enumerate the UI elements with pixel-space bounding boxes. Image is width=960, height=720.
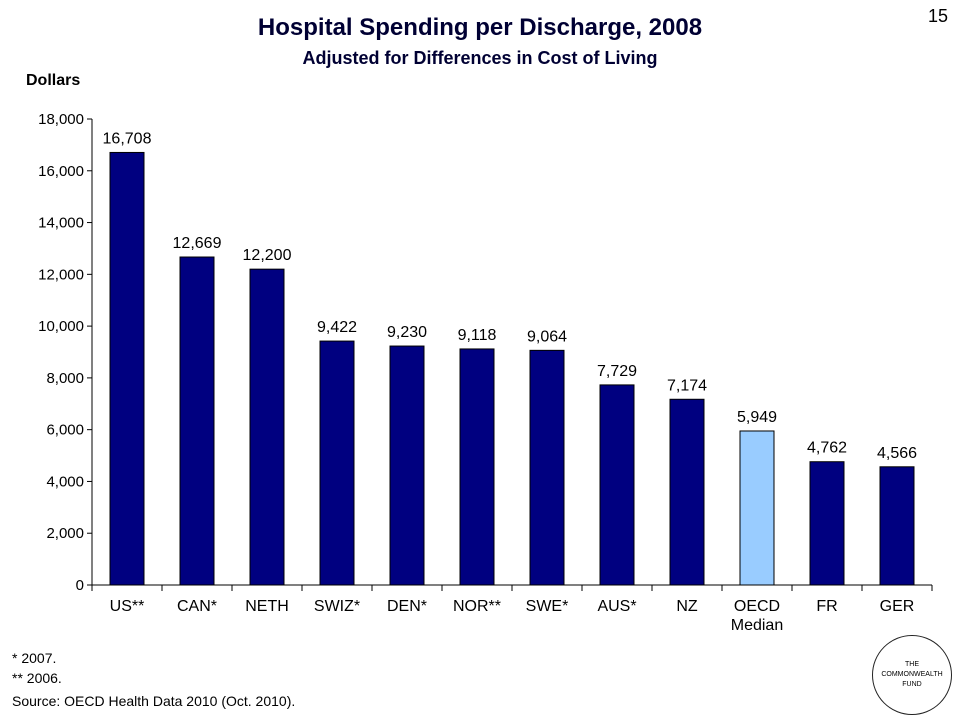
slide-number: 15 <box>927 6 948 26</box>
x-tick-label: US** <box>110 598 145 615</box>
data-label: 7,174 <box>667 377 707 394</box>
bar <box>739 430 775 586</box>
y-tick-label: 10,000 <box>38 318 84 335</box>
data-label: 5,949 <box>737 409 777 426</box>
footnote-2007: * 2007. <box>12 650 57 666</box>
y-tick-label: 8,000 <box>46 370 84 387</box>
bar <box>529 349 565 586</box>
y-tick-label: 16,000 <box>38 163 84 180</box>
x-tick-label: CAN* <box>177 598 217 615</box>
bar <box>249 268 285 586</box>
data-label: 12,200 <box>243 247 292 264</box>
data-label: 9,422 <box>317 319 357 336</box>
y-tick-label: 18,000 <box>38 111 84 128</box>
x-tick-label: NETH <box>245 598 289 615</box>
data-label: 16,708 <box>103 130 152 147</box>
footnote-2006: ** 2006. <box>12 670 62 686</box>
data-label: 7,729 <box>597 363 637 380</box>
bar <box>879 466 915 586</box>
data-label: 12,669 <box>173 235 222 252</box>
x-tick-label: DEN* <box>387 598 427 615</box>
x-tick-label: AUS* <box>597 598 636 615</box>
y-tick-label: 12,000 <box>38 266 84 283</box>
y-tick-label: 6,000 <box>46 422 84 439</box>
y-tick-label: 14,000 <box>38 215 84 232</box>
chart-title: Hospital Spending per Discharge, 2008 <box>257 14 703 41</box>
bar <box>109 151 145 586</box>
bar <box>179 256 215 586</box>
data-label: 9,230 <box>387 324 427 341</box>
x-tick-label: GER <box>880 598 915 615</box>
bar <box>669 398 705 586</box>
logo-line-3: FUND <box>902 681 922 688</box>
y-tick-label: 4,000 <box>46 473 84 490</box>
source-note: Source: OECD Health Data 2010 (Oct. 2010… <box>12 693 296 709</box>
x-tick-label: SWIZ* <box>314 598 360 615</box>
data-label: 9,064 <box>527 328 567 345</box>
bar <box>319 340 355 586</box>
data-label: 4,566 <box>877 445 917 462</box>
y-tick-label: 2,000 <box>46 525 84 542</box>
logo-line-2: COMMONWEALTH <box>881 671 943 678</box>
bar <box>809 461 845 586</box>
x-tick-label: OECD <box>734 598 780 615</box>
logo-line-1: THE <box>905 661 919 668</box>
x-tick-label: SWE* <box>526 598 569 615</box>
x-tick-label: NOR** <box>453 598 501 615</box>
x-tick-label: Median <box>731 617 783 634</box>
y-axis-label: Dollars <box>26 72 81 89</box>
bar <box>459 348 495 586</box>
x-tick-label: NZ <box>676 598 698 615</box>
chart-subtitle: Adjusted for Differences in Cost of Livi… <box>302 48 658 68</box>
commonwealth-fund-logo: THE COMMONWEALTH FUND <box>872 635 952 715</box>
data-label: 4,762 <box>807 440 847 457</box>
bar <box>389 345 425 586</box>
bar <box>599 384 635 586</box>
y-tick-label: 0 <box>76 577 84 594</box>
x-tick-label: FR <box>816 598 837 615</box>
data-label: 9,118 <box>458 327 497 344</box>
